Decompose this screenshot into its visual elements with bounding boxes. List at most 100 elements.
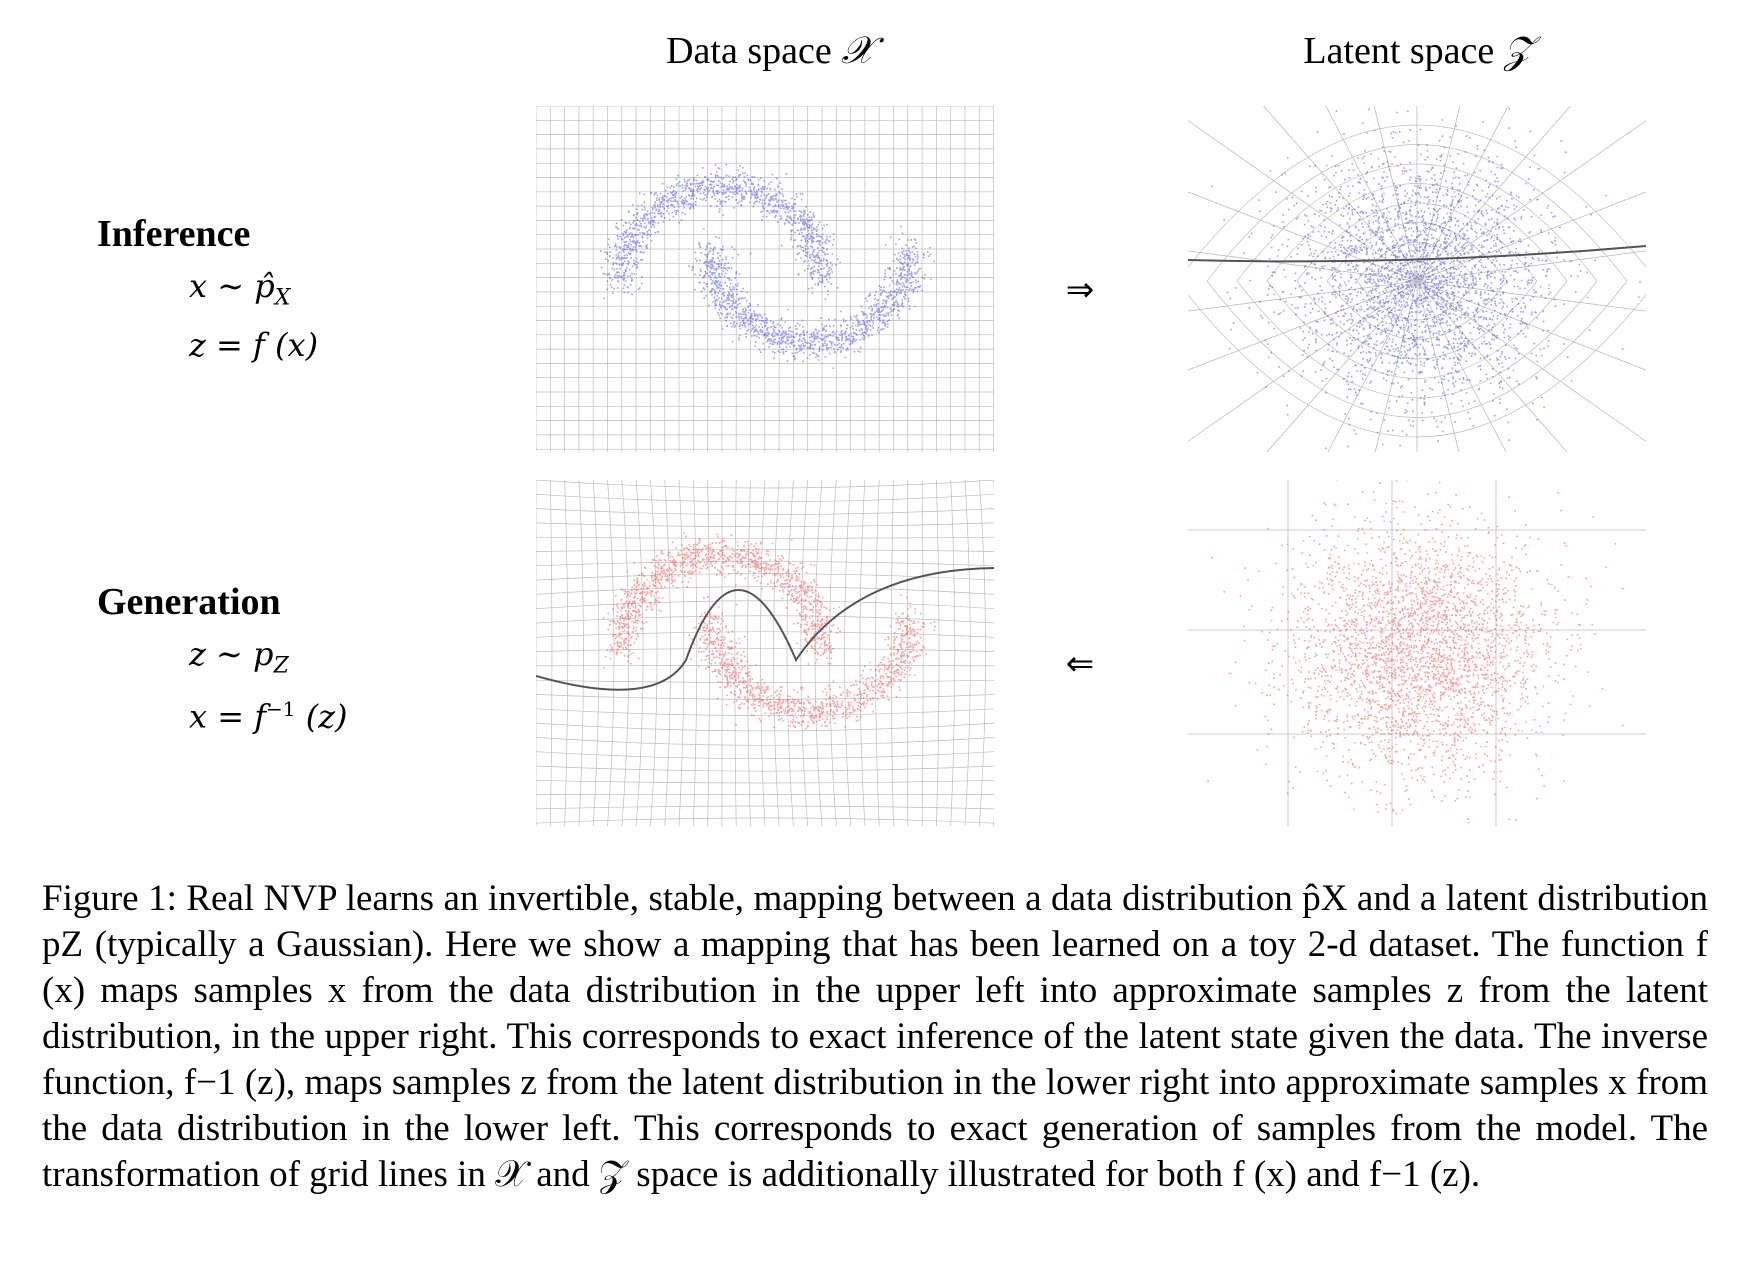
- eq-lhs: z: [189, 326, 206, 365]
- warped-grid-line: [549, 480, 553, 826]
- warped-grid-line: [786, 480, 794, 826]
- warped-grid-line: [829, 480, 837, 826]
- generation-latent-space-plot: [1188, 480, 1646, 826]
- warped-grid-line: [536, 817, 994, 824]
- warped-grid-line: [536, 765, 994, 772]
- warped-grid-line: [536, 508, 994, 515]
- warped-grid-line: [621, 480, 630, 826]
- warped-grid-line: [536, 549, 994, 552]
- warped-grid-line: [536, 573, 994, 581]
- warped-grid-line: [578, 480, 584, 826]
- warped-grid-line: [536, 722, 994, 732]
- generation-data-scatter: [602, 532, 936, 730]
- generation-row-label: Generation z ∼ pZ x = f−1 (z): [97, 580, 348, 733]
- eq-lhs: x: [189, 698, 208, 737]
- warped-grid-line: [875, 480, 880, 826]
- warped-grid-line: [664, 480, 671, 826]
- eq-rhs: f (x): [253, 326, 319, 365]
- eq-rhs: p: [253, 635, 274, 673]
- generation-data-space-svg: [536, 480, 994, 826]
- inference-latent-scatter: [1211, 106, 1641, 450]
- warped-grid-line: [747, 480, 751, 826]
- warped-grid-line: [536, 779, 994, 784]
- warped-grid-line: [536, 493, 994, 503]
- warped-grid-line: [678, 480, 685, 826]
- inference-latent-space-plot: [1188, 106, 1646, 452]
- inverse-mapping-arrow: ⇐: [1065, 644, 1095, 684]
- inference-data-scatter-points: [600, 163, 935, 369]
- eq-relation: =: [217, 698, 245, 737]
- data-space-label: Data space: [666, 30, 832, 72]
- warped-grid-line: [592, 480, 600, 826]
- inference-row-label: Inference x ∼ p̂X z = f (x): [97, 212, 318, 361]
- warped-grid-line: [906, 480, 909, 826]
- warped-grid-contour: [1386, 261, 1448, 301]
- eq-superscript: −1: [266, 697, 296, 722]
- warped-grid-contour: [1296, 202, 1538, 360]
- warped-grid-line: [1188, 250, 1646, 312]
- warped-grid-line: [921, 480, 924, 826]
- inference-mapping-equation: z = f (x): [189, 329, 318, 361]
- warped-grid-line: [814, 480, 823, 826]
- warped-grid-line: [950, 480, 956, 826]
- warped-grid-line: [734, 480, 737, 826]
- data-space-header: Data space 𝒳: [540, 28, 1000, 73]
- warped-grid-line: [635, 480, 644, 826]
- warped-grid-contour: [1356, 241, 1478, 321]
- generation-latent-scatter: [1207, 480, 1624, 824]
- eq-relation: =: [216, 326, 243, 365]
- eq-lhs: x: [189, 267, 208, 305]
- generation-sampling-equation: z ∼ pZ: [189, 638, 348, 677]
- mapped-axis-line: [536, 567, 994, 691]
- warped-grid-line: [536, 679, 994, 683]
- warped-grid-line: [936, 480, 940, 826]
- generation-title: Generation: [97, 581, 281, 623]
- inference-data-space-svg: [536, 106, 994, 452]
- warped-grid-line: [536, 522, 994, 528]
- generation-latent-space-svg: [1188, 480, 1646, 826]
- data-space-symbol: 𝒳: [841, 28, 874, 72]
- inference-title: Inference: [97, 213, 251, 255]
- warped-grid-line: [536, 586, 994, 595]
- warped-grid-line: [536, 480, 994, 489]
- eq-rhs-argument: (z): [305, 698, 348, 737]
- generation-data-scatter-points: [602, 532, 936, 730]
- eq-rhs: p̂: [254, 267, 275, 305]
- warped-grid-contour: [1188, 124, 1646, 438]
- eq-relation: ∼: [217, 267, 245, 305]
- warped-grid-line: [964, 480, 971, 826]
- warped-grid-line: [650, 480, 658, 826]
- warped-grid-line: [536, 665, 994, 667]
- warped-grid-line: [536, 647, 994, 652]
- inference-data-space-plot: [536, 106, 994, 452]
- inference-latent-space-svg: [1188, 106, 1646, 452]
- generation-mapping-equation: x = f−1 (z): [189, 699, 348, 733]
- generation-latent-scatter-points: [1207, 480, 1624, 824]
- warped-grid-line: [760, 480, 766, 826]
- warped-grid-line: [536, 600, 994, 610]
- warped-grid-line: [536, 561, 994, 567]
- eq-lhs: z: [189, 635, 206, 673]
- inference-latent-scatter-points: [1211, 106, 1641, 450]
- warped-grid-line: [707, 480, 710, 826]
- inference-sampling-equation: x ∼ p̂X: [189, 270, 318, 309]
- generation-data-space-plot: [536, 480, 994, 826]
- warped-grid-line: [536, 751, 994, 760]
- forward-mapping-arrow: ⇒: [1065, 270, 1095, 310]
- warped-grid-line: [536, 708, 994, 716]
- warped-grid-line: [536, 805, 994, 810]
- warped-grid-line: [536, 737, 994, 746]
- warped-grid-contour: [1266, 183, 1568, 379]
- mapped-axis-line: [1188, 245, 1646, 263]
- figure-caption: Figure 1: Real NVP learns an invertible,…: [42, 878, 1708, 1195]
- warped-grid-line: [607, 480, 615, 826]
- warped-grid-line: [536, 615, 994, 624]
- latent-space-label: Latent space: [1303, 30, 1495, 72]
- warped-grid-line: [536, 631, 994, 638]
- warped-grid-contour: [1236, 163, 1598, 399]
- warped-grid-line: [564, 480, 569, 826]
- warped-grid-line: [536, 694, 994, 700]
- warped-grid-line: [692, 480, 698, 826]
- warped-grid-line: [844, 480, 851, 826]
- warped-grid-line: [978, 480, 986, 826]
